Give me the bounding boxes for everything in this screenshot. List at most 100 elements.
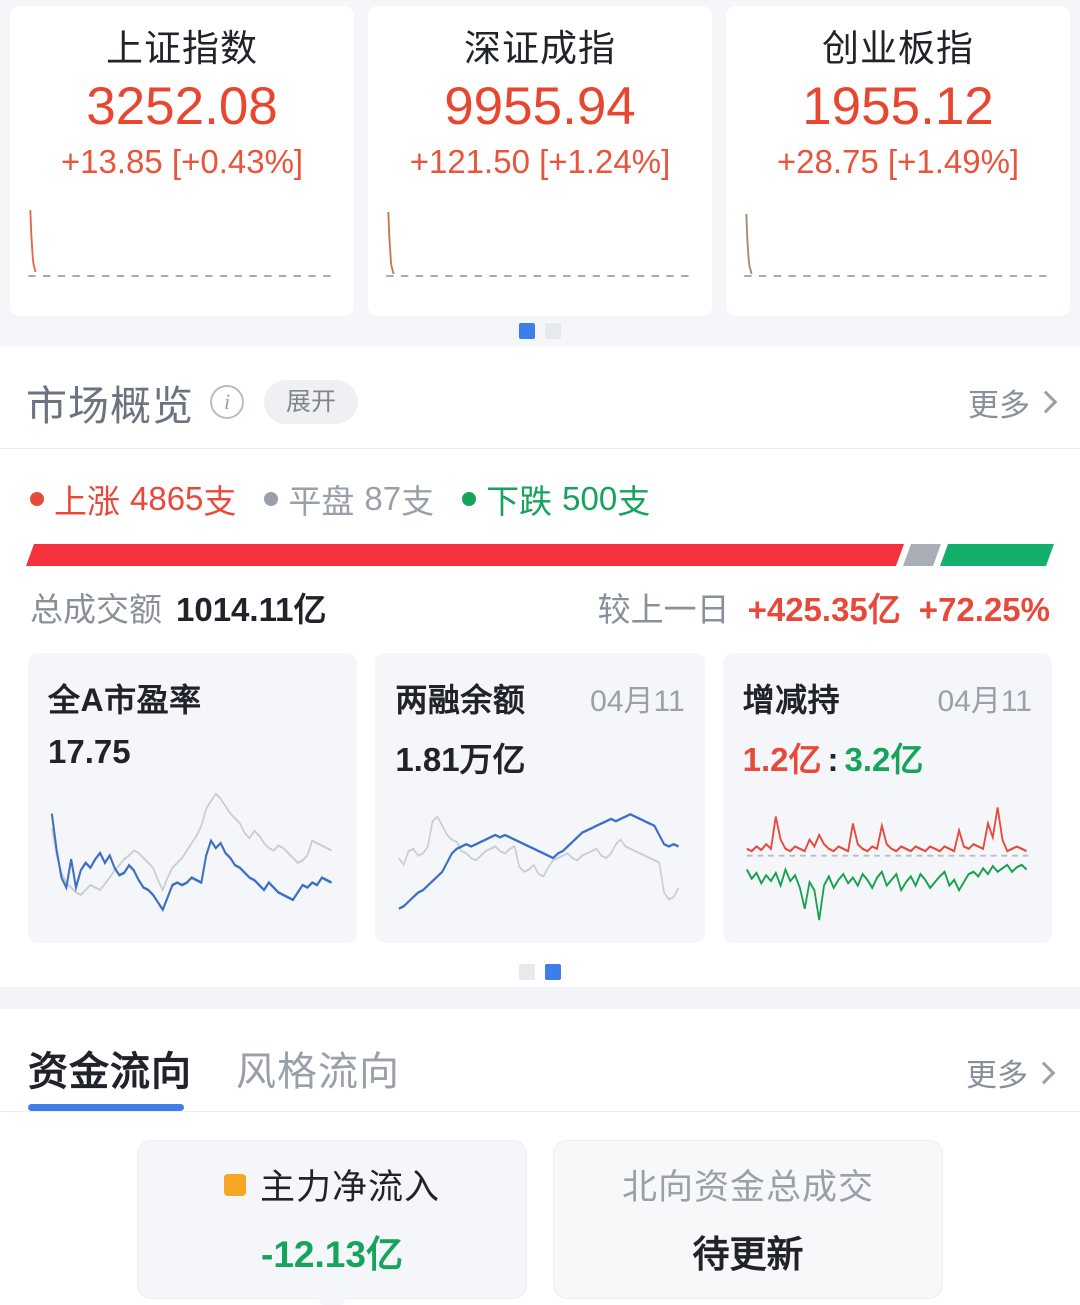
flow-card-header: 北向资金总成交: [564, 1159, 932, 1210]
breadth-up-label: 上涨: [54, 483, 120, 520]
flow-card-label: 北向资金总成交: [621, 1168, 874, 1207]
metric-card-margin-balance[interactable]: 两融余额 04月11 1.81万亿: [375, 653, 705, 943]
breadth-bar-flat-segment: [903, 544, 942, 566]
header-divider: [0, 448, 1080, 449]
more-label: 更多: [968, 387, 1030, 423]
flow-card-value: 待更新: [692, 1234, 804, 1275]
index-value: 3252.08: [86, 76, 278, 136]
metric-card-holdings-change[interactable]: 增减持 04月11 1.2亿:3.2亿: [722, 653, 1052, 943]
pager-dot-2[interactable]: [545, 323, 561, 339]
tabs-divider: [0, 1111, 1080, 1112]
index-value: 1955.12: [802, 76, 994, 136]
metric-title: 两融余额: [395, 682, 526, 718]
flow-card-main-net-inflow[interactable]: 主力净流入 -12.13亿: [137, 1140, 527, 1299]
index-name: 上证指数: [106, 28, 258, 69]
breadth-down-label: 下跌: [486, 483, 553, 520]
compare-value: +425.35亿: [747, 591, 901, 628]
index-card-chinext[interactable]: 创业板指 1955.12 +28.75 [+1.49%]: [726, 6, 1070, 316]
metric-date: 04月11: [937, 685, 1032, 718]
breadth-stats: 上涨 4865 支 平盘 87 支 下跌 500 支: [0, 449, 1080, 523]
breadth-bar: [25, 544, 1055, 566]
breadth-flat-label: 平盘: [288, 483, 355, 520]
metric-header: 两融余额 04月11: [395, 675, 684, 721]
index-carousel-pager[interactable]: [0, 316, 1080, 346]
index-name: 创业板指: [822, 28, 974, 69]
fund-flow-tabs: 资金流向 风格流向 更多: [0, 1009, 1080, 1111]
chevron-right-icon: [1034, 390, 1058, 414]
page-title: 市场概览: [26, 383, 194, 429]
pager-dot-1[interactable]: [519, 323, 535, 339]
flow-card-header: 主力净流入: [148, 1159, 516, 1210]
more-label: 更多: [966, 1058, 1028, 1093]
breadth-bar-down-segment: [940, 544, 1055, 566]
section-divider-band: [0, 987, 1080, 1009]
fund-flow-section: 资金流向 风格流向 更多 主力净流入 -12.13亿 北向资金总成交 待更新: [0, 1009, 1080, 1299]
metric-chart-margin: [395, 789, 684, 927]
breadth-down: 下跌 500 支: [462, 475, 650, 523]
metric-date: 04月11: [590, 685, 685, 718]
breadth-flat-unit: 支: [401, 483, 435, 520]
metric-card-row: 全A市盈率 17.75 两融余额 04月11 1.81万亿: [0, 631, 1080, 943]
holdings-increase-value: 1.2亿: [742, 741, 822, 778]
tab-fund-flow[interactable]: 资金流向: [28, 1039, 192, 1111]
up-dot-icon: [30, 492, 44, 506]
flow-card-label: 主力净流入: [259, 1168, 440, 1207]
breadth-up-unit: 支: [203, 483, 237, 520]
metric-card-pe-ratio[interactable]: 全A市盈率 17.75: [28, 653, 358, 943]
fund-flow-more-link[interactable]: 更多: [966, 1050, 1056, 1111]
breadth-bar-up-segment: [25, 544, 905, 566]
index-value: 9955.94: [444, 76, 636, 136]
breadth-flat: 平盘 87 支: [264, 475, 434, 523]
compare-label: 较上一日: [597, 591, 730, 628]
metrics-pager-dot-2[interactable]: [545, 964, 561, 980]
metric-value: 1.81万亿: [395, 741, 526, 778]
market-overview-section: 市场概览 i 展开 更多 上涨 4865 支 平盘 87 支: [0, 346, 1080, 987]
chevron-right-icon: [1032, 1061, 1056, 1084]
flat-dot-icon: [264, 492, 279, 506]
metric-value: 17.75: [48, 733, 131, 770]
breadth-bar-row: [0, 523, 1080, 569]
ratio-separator: :: [827, 741, 839, 778]
metrics-pager-dot-1[interactable]: [519, 964, 535, 980]
metric-chart-pe: [48, 779, 337, 927]
index-carousel[interactable]: 上证指数 3252.08 +13.85 [+0.43%] 深证成指 9955.9…: [0, 0, 1080, 316]
metric-title: 全A市盈率: [48, 682, 202, 718]
index-sparkline: [382, 196, 698, 292]
breadth-flat-count: 87: [364, 480, 402, 517]
breadth-up: 上涨 4865 支: [30, 475, 236, 523]
turnover-compare: 较上一日 +425.35亿 +72.25%: [598, 583, 1050, 631]
flow-card-northbound-turnover[interactable]: 北向资金总成交 待更新: [553, 1140, 943, 1299]
market-overview-header: 市场概览 i 展开 更多: [0, 346, 1080, 448]
index-sparkline: [24, 196, 340, 292]
holdings-decrease-value: 3.2亿: [844, 741, 924, 778]
index-sparkline: [740, 196, 1056, 292]
index-change: +13.85 [+0.43%]: [60, 143, 304, 181]
flow-card-value: -12.13亿: [261, 1234, 403, 1275]
index-name: 深证成指: [464, 28, 616, 69]
index-change: +121.50 [+1.24%]: [409, 143, 671, 181]
breadth-up-count: 4865: [130, 480, 204, 517]
market-overview-more-link[interactable]: 更多: [968, 380, 1058, 425]
metric-header: 增减持 04月11: [743, 675, 1032, 721]
index-card-shenzhen[interactable]: 深证成指 9955.94 +121.50 [+1.24%]: [368, 6, 712, 316]
fund-flow-card-row: 主力净流入 -12.13亿 北向资金总成交 待更新: [0, 1112, 1080, 1299]
down-dot-icon: [462, 492, 477, 506]
expand-button[interactable]: 展开: [264, 380, 359, 424]
index-change: +28.75 [+1.49%]: [776, 143, 1020, 181]
info-circle-icon[interactable]: i: [210, 385, 244, 419]
turnover-value: 1014.11亿: [176, 591, 327, 628]
metric-value: 1.2亿:3.2亿: [743, 733, 1032, 781]
metrics-carousel-pager[interactable]: [0, 957, 1080, 987]
legend-square-icon: [223, 1173, 246, 1196]
index-card-shanghai[interactable]: 上证指数 3252.08 +13.85 [+0.43%]: [10, 6, 354, 316]
turnover-label: 总成交额: [30, 591, 162, 628]
breadth-down-count: 500: [562, 480, 618, 517]
compare-percent: +72.25%: [918, 591, 1050, 628]
tab-style-flow[interactable]: 风格流向: [236, 1050, 400, 1094]
turnover-row: 总成交额 1014.11亿 较上一日 +425.35亿 +72.25%: [0, 569, 1080, 631]
breadth-down-unit: 支: [617, 483, 651, 520]
metric-title: 增减持: [742, 682, 841, 718]
metric-chart-holdings: [743, 789, 1032, 927]
metric-header: 全A市盈率: [48, 675, 337, 721]
